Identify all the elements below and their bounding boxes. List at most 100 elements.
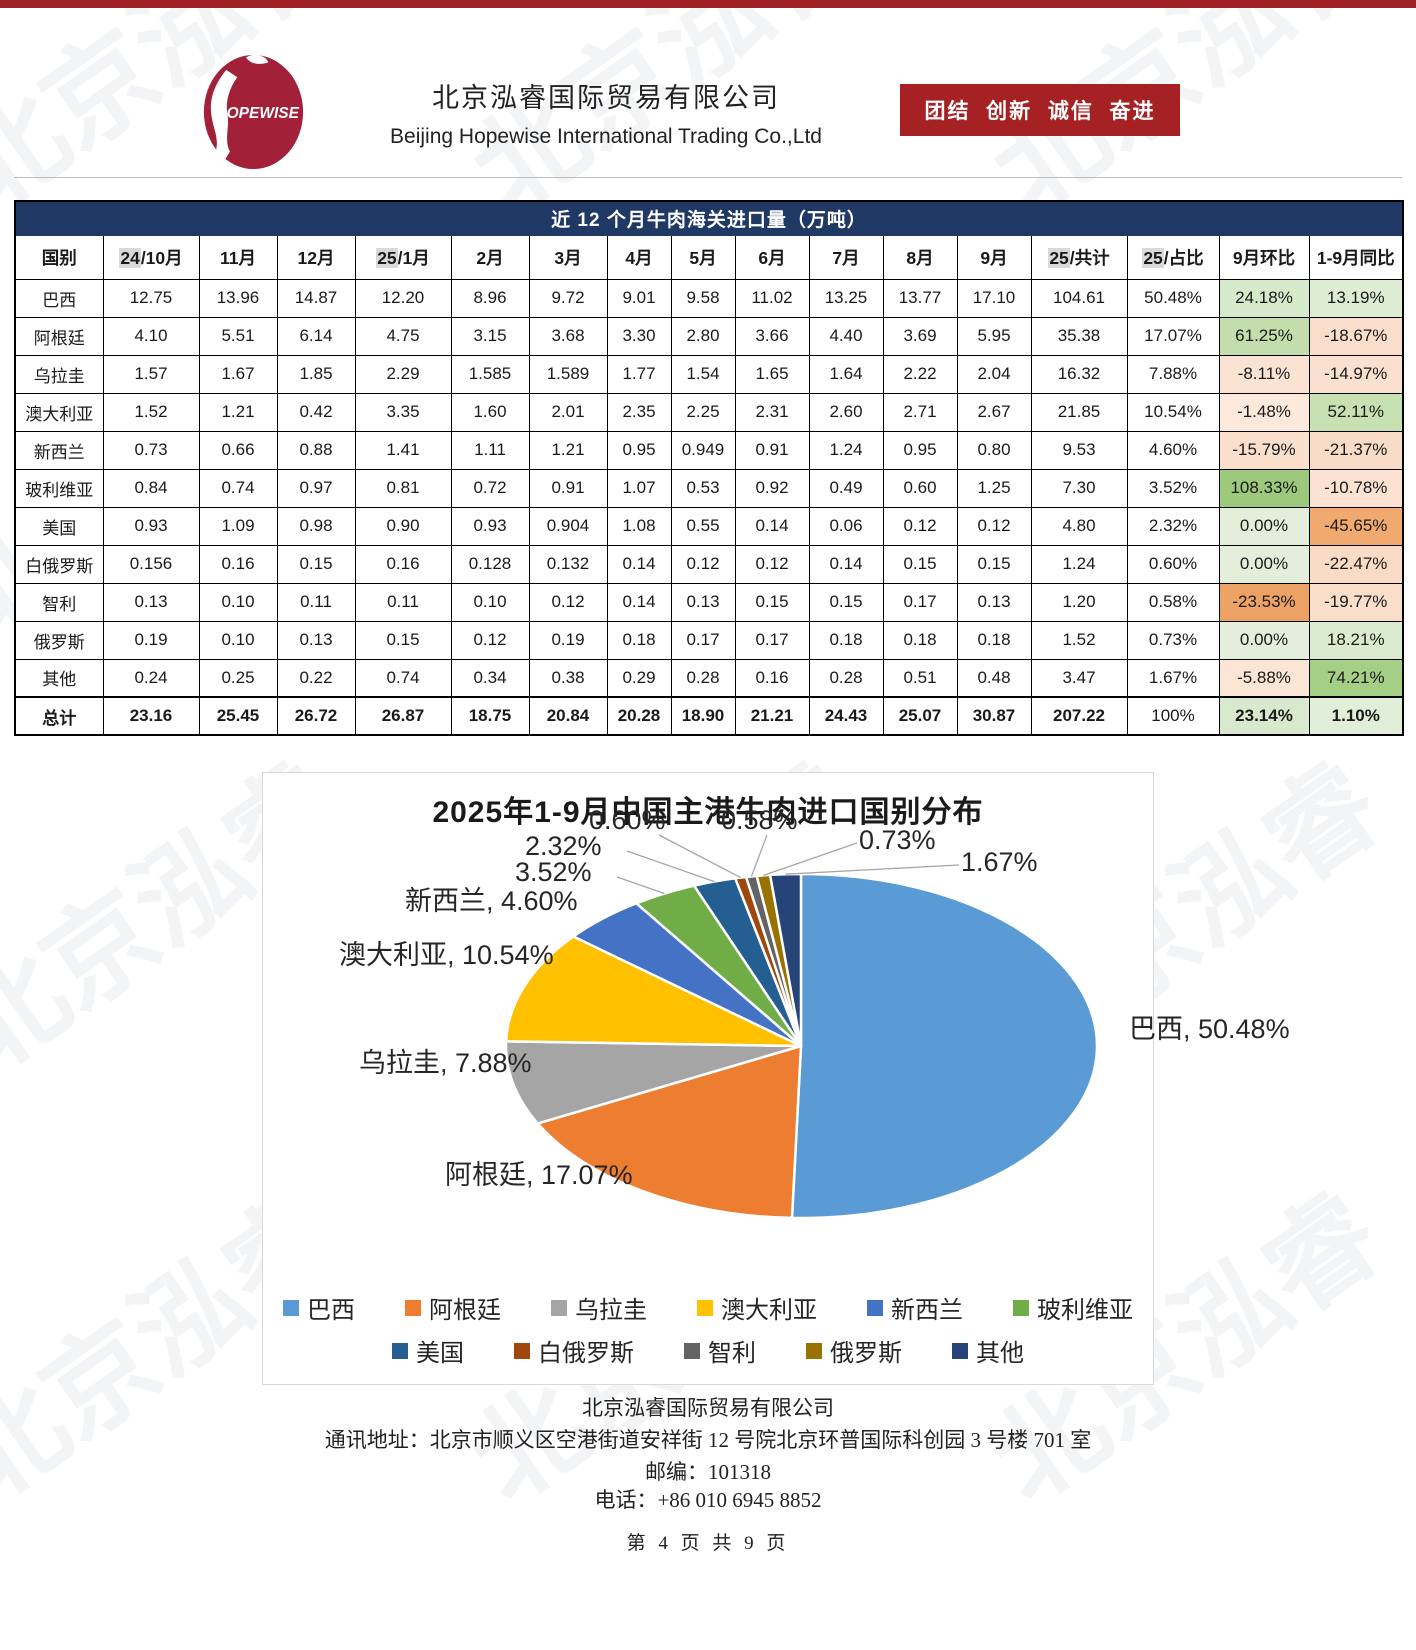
- share-cell: 0.73%: [1126, 620, 1220, 660]
- pie-slice-巴西: [790, 872, 1099, 1220]
- share-cell: 10.54%: [1126, 392, 1220, 432]
- table-row: 总计 23.16 25.45 26.72 26.87 18.75 20.84 20.28 18.…: [14, 696, 1404, 736]
- legend-label: 澳大利亚: [721, 1297, 817, 1324]
- value-cell: 3.35: [354, 392, 452, 432]
- logo-text: HOPEWISE: [215, 105, 299, 122]
- legend-label: 俄罗斯: [830, 1340, 902, 1367]
- column-header: 4月: [606, 234, 672, 280]
- value-cell: 0.72: [450, 468, 530, 508]
- share-cell: 2.32%: [1126, 506, 1220, 546]
- value-cell: 12.75: [102, 278, 200, 318]
- value-cell: 0.28: [808, 658, 884, 698]
- value-cell: 1.08: [606, 506, 672, 546]
- legend-item-澳大利亚: 澳大利亚: [697, 1290, 817, 1325]
- value-cell: 0.13: [276, 620, 356, 660]
- value-cell: 0.16: [354, 544, 452, 584]
- table-row: 智利 0.13 0.10 0.11 0.11 0.10 0.12 0.14 0.13 0.15 0.…: [14, 582, 1404, 622]
- value-cell: 0.24: [102, 658, 200, 698]
- mom-change-cell: 24.18%: [1218, 278, 1310, 318]
- value-cell: 0.18: [956, 620, 1032, 660]
- mom-change-cell: -1.48%: [1218, 392, 1310, 432]
- value-cell: 1.60: [450, 392, 530, 432]
- column-header: 25/占比: [1126, 234, 1220, 280]
- pie-slice-澳大利亚: [504, 935, 802, 1048]
- value-cell: 0.12: [528, 582, 608, 622]
- legend-item-阿根廷: 阿根廷: [405, 1290, 501, 1325]
- value-cell: 25.45: [198, 696, 278, 736]
- column-header: 国别: [14, 234, 104, 280]
- legend-row: 巴西 阿根廷 乌拉圭 澳大利亚 新西兰 玻利维亚: [263, 1290, 1153, 1325]
- value-cell: 0.12: [450, 620, 530, 660]
- value-cell: 0.949: [670, 430, 736, 470]
- value-cell: 0.91: [528, 468, 608, 508]
- value-cell: 8.96: [450, 278, 530, 318]
- legend-item-玻利维亚: 玻利维亚: [1013, 1290, 1133, 1325]
- value-cell: 0.98: [276, 506, 356, 546]
- value-cell: 21.21: [734, 696, 810, 736]
- year-highlight: 25: [1142, 247, 1164, 268]
- value-cell: 0.128: [450, 544, 530, 584]
- column-header: 11月: [198, 234, 278, 280]
- table-row: 美国 0.93 1.09 0.98 0.90 0.93 0.904 1.08 0.55 0.14 0…: [14, 506, 1404, 546]
- ytd-total-cell: 1.52: [1030, 620, 1128, 660]
- mom-change-cell: 0.00%: [1218, 544, 1310, 584]
- country-cell: 玻利维亚: [14, 468, 104, 508]
- footer-postal-code: 邮编：101318: [645, 1460, 771, 1484]
- value-cell: 0.13: [956, 582, 1032, 622]
- value-cell: 4.40: [808, 316, 884, 356]
- ytd-total-cell: 4.80: [1030, 506, 1128, 546]
- value-cell: 0.22: [276, 658, 356, 698]
- share-cell: 0.58%: [1126, 582, 1220, 622]
- value-cell: 2.25: [670, 392, 736, 432]
- value-cell: 0.156: [102, 544, 200, 584]
- value-cell: 2.71: [882, 392, 958, 432]
- value-cell: 13.96: [198, 278, 278, 318]
- value-cell: 2.01: [528, 392, 608, 432]
- country-cell: 智利: [14, 582, 104, 622]
- value-cell: 3.15: [450, 316, 530, 356]
- legend-swatch-icon: [551, 1299, 567, 1316]
- ytd-total-cell: 7.30: [1030, 468, 1128, 508]
- value-cell: 1.21: [528, 430, 608, 470]
- footer-phone: 电话：+86 010 6945 8852: [594, 1488, 822, 1512]
- value-cell: 2.31: [734, 392, 810, 432]
- legend-item-乌拉圭: 乌拉圭: [551, 1290, 647, 1325]
- value-cell: 0.90: [354, 506, 452, 546]
- yoy-change-cell: 18.21%: [1308, 620, 1404, 660]
- table-row: 白俄罗斯 0.156 0.16 0.15 0.16 0.128 0.132 0.14 0.12 0…: [14, 544, 1404, 584]
- table-row: 阿根廷 4.10 5.51 6.14 4.75 3.15 3.68 3.30 2.80 3.66 4…: [14, 316, 1404, 356]
- leader-line: [750, 834, 768, 877]
- legend-label: 美国: [416, 1340, 464, 1367]
- value-cell: 0.14: [606, 544, 672, 584]
- ytd-total-cell: 16.32: [1030, 354, 1128, 394]
- value-cell: 0.95: [882, 430, 958, 470]
- leader-line: [785, 864, 960, 875]
- value-cell: 0.81: [354, 468, 452, 508]
- pie-chart: [504, 834, 1099, 1220]
- footer-address: 通讯地址：北京市顺义区空港街道安祥街 12 号院北京环普国际科创园 3 号楼 7…: [324, 1428, 1092, 1452]
- value-cell: 0.19: [102, 620, 200, 660]
- value-cell: 0.42: [276, 392, 356, 432]
- value-cell: 0.74: [198, 468, 278, 508]
- legend-label: 新西兰: [891, 1297, 963, 1324]
- yoy-change-cell: 74.21%: [1308, 658, 1404, 698]
- share-cell: 50.48%: [1126, 278, 1220, 318]
- ytd-total-cell: 1.20: [1030, 582, 1128, 622]
- ytd-total-cell: 104.61: [1030, 278, 1128, 318]
- value-cell: 2.80: [670, 316, 736, 356]
- leader-line: [626, 850, 715, 883]
- mom-change-cell: 108.33%: [1218, 468, 1310, 508]
- value-cell: 0.91: [734, 430, 810, 470]
- table-row: 乌拉圭 1.57 1.67 1.85 2.29 1.585 1.589 1.77 1.54 1.6…: [14, 354, 1404, 394]
- mom-change-cell: 0.00%: [1218, 620, 1310, 660]
- mom-change-cell: 0.00%: [1218, 506, 1310, 546]
- value-cell: 0.95: [606, 430, 672, 470]
- leader-line: [763, 842, 858, 877]
- value-cell: 0.17: [734, 620, 810, 660]
- value-cell: 0.904: [528, 506, 608, 546]
- value-cell: 0.16: [734, 658, 810, 698]
- yoy-change-cell: -14.97%: [1308, 354, 1404, 394]
- ytd-total-cell: 1.24: [1030, 544, 1128, 584]
- value-cell: 0.53: [670, 468, 736, 508]
